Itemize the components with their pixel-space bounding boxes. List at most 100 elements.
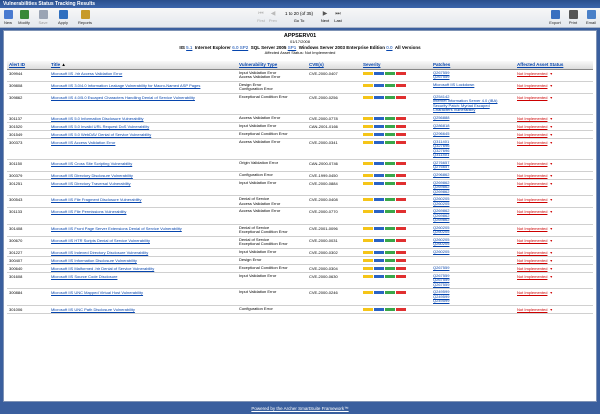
last-page-button[interactable]: ⏭ Last [332,10,344,23]
patch-link[interactable]: Q260205 [433,241,450,246]
col-patches[interactable]: Patches [431,61,515,70]
col-title[interactable]: Title ▲ [49,61,237,70]
chevron-down-icon[interactable]: ▼ [549,210,553,214]
table-row[interactable]: 300670 Microsoft IIS HTR Scripts Denial o… [7,236,593,249]
alert-title-link[interactable]: Microsoft IIS 5.0 Invalid URL Request Do… [51,123,150,129]
patch-link[interactable]: Q327696 [433,147,450,153]
app-version-link[interactable]: 0.0 [386,45,393,50]
table-row[interactable]: 309944 Microsoft IIS .htr Access Validati… [7,69,593,82]
status-link[interactable]: Not Implemented [517,123,548,129]
chevron-down-icon[interactable]: ▼ [549,226,553,231]
modify-button[interactable]: Modify [17,10,31,25]
status-link[interactable]: Not Implemented [517,172,548,178]
patch-link[interactable]: Q267559 [433,272,450,278]
chevron-down-icon[interactable]: ▼ [549,258,553,263]
alert-title-link[interactable]: Microsoft IIS HTR Scripts Denial of Serv… [51,237,150,243]
patch-link[interactable]: Q256888 [433,114,450,120]
alert-title-link[interactable]: Microsoft IIS UNC Path Disclosure Vulner… [51,306,135,312]
table-row[interactable]: 301251 Microsoft IIS Directory Traversal … [7,179,593,196]
status-link[interactable]: Not Implemented [517,94,548,100]
col-cve[interactable]: CVE(s) [307,61,361,70]
status-link[interactable]: Not Implemented [517,180,548,186]
status-link[interactable]: Not Implemented [517,237,548,243]
table-row[interactable]: 300407 Microsoft IIS Information Disclosu… [7,256,593,265]
patch-link[interactable]: Q276657 [433,164,450,169]
table-row[interactable]: 309808 Microsoft IIS 3.0/4.0 Information … [7,81,593,94]
chevron-down-icon[interactable]: ▼ [549,181,553,186]
table-row[interactable]: 301133 Microsoft IIS File Permissions Vul… [7,207,593,225]
status-link[interactable]: Not Implemented [517,209,548,214]
table-row[interactable]: 300884 Microsoft IIS UNC Mapped Virtual H… [7,288,593,306]
chevron-down-icon[interactable]: ▼ [549,95,553,100]
patch-link[interactable]: Q260205 [433,196,450,201]
patch-link[interactable]: Q296862 [433,171,450,177]
table-row[interactable]: 301608 Microsoft IIS Source Code Disclosu… [7,272,593,289]
table-row[interactable]: 300379 Microsoft IIS Directory Disclosure… [7,171,593,180]
col-status[interactable]: Affected Asset Status [515,61,593,70]
table-row[interactable]: 301549 Microsoft IIS 5.0 WebDAV Denial of… [7,130,593,139]
table-row[interactable]: 309862 Microsoft IIS 4.0/5.0 Escaped Char… [7,93,593,115]
patch-link[interactable]: Q276657 [433,159,450,165]
save-button[interactable]: Save [36,10,50,25]
table-row[interactable]: 301150 Microsoft IIS Cross Site Scripting… [7,159,593,172]
status-link[interactable]: Not Implemented [517,257,548,263]
patch-link[interactable]: Q267559 [433,281,450,287]
patch-link[interactable]: Q260205 [433,200,450,206]
patch-link[interactable]: Q267559 [433,69,450,75]
patch-link[interactable]: Q267559 [433,74,450,79]
alert-title-link[interactable]: Microsoft IIS Indexed Directory Disclosu… [51,249,149,255]
patch-link[interactable]: Q269862 [433,188,450,194]
col-alert-id[interactable]: Alert ID [7,61,49,70]
chevron-down-icon[interactable]: ▼ [549,238,553,243]
chevron-down-icon[interactable]: ▼ [549,266,553,271]
status-link[interactable]: Not Implemented [517,82,548,88]
alert-title-link[interactable]: Microsoft IIS File Permissions Vulnerabi… [51,209,127,214]
status-link[interactable]: Not Implemented [517,249,548,255]
chevron-down-icon[interactable]: ▼ [549,83,553,88]
app-version-link[interactable]: 6.0 SP2 [232,45,249,50]
new-button[interactable]: New [1,10,15,25]
chevron-down-icon[interactable]: ▼ [549,140,553,145]
app-version-link[interactable]: SP1 [287,45,297,50]
first-page-button[interactable]: ⏮ First [255,10,267,23]
table-row[interactable]: 301227 Microsoft IIS Indexed Directory Di… [7,248,593,257]
alert-title-link[interactable]: Microsoft IIS 4.0/5.0 Escaped Characters… [51,94,195,100]
status-link[interactable]: Not Implemented [517,265,548,271]
patch-link[interactable]: Q249599 [433,289,450,294]
prev-page-button[interactable]: ◀ Prev [268,11,278,23]
col-severity[interactable]: Severity [361,61,431,70]
patch-link[interactable]: Q311401 [433,152,450,157]
email-button[interactable]: Email [584,10,598,25]
table-row[interactable]: 300640 Microsoft IIS Malformed .htr Denia… [7,264,593,273]
chevron-down-icon[interactable]: ▼ [549,274,553,279]
table-row[interactable]: 301006 Microsoft IIS UNC Path Disclosure … [7,305,593,314]
patch-link[interactable]: Q269862 [433,184,450,189]
alert-title-link[interactable]: Microsoft IIS Information Disclosure Vul… [51,257,137,263]
status-link[interactable]: Not Implemented [517,139,548,145]
alert-title-link[interactable]: Microsoft IIS Directory Disclosure Vulne… [51,172,133,178]
patch-link[interactable]: Microsoft IIS Lockdown [433,81,475,87]
footer-link[interactable]: Powered by the Archer SmartSuite Framewo… [251,406,349,411]
status-link[interactable]: Not Implemented [517,197,548,202]
alert-title-link[interactable]: Microsoft IIS 5.0 Information Disclosure… [51,115,144,121]
alert-title-link[interactable]: Microsoft IIS 5.0 WebDAV Denial of Servi… [51,131,152,137]
alert-title-link[interactable]: Microsoft IIS File Fragment Disclosure V… [51,197,142,202]
patch-link[interactable]: Q327696 [433,143,450,148]
patch-link[interactable]: Q269862 [433,212,450,218]
go-to-link[interactable]: Go To [293,18,305,23]
patch-link[interactable]: Q296645 [433,130,450,136]
reports-button[interactable]: Reports [76,10,94,25]
status-link[interactable]: Not Implemented [517,306,548,312]
patch-link[interactable]: Q260205 [433,236,450,242]
alert-title-link[interactable]: Microsoft IIS Directory Traversal Vulner… [51,180,131,186]
chevron-down-icon[interactable]: ▼ [549,161,553,166]
table-row[interactable]: 300543 Microsoft IIS File Fragment Disclo… [7,195,593,208]
patch-link[interactable]: Q267559 [433,277,450,282]
chevron-down-icon[interactable]: ▼ [549,291,553,295]
alert-title-link[interactable]: Microsoft IIS Malformed .htr Denial of S… [51,265,155,271]
chevron-down-icon[interactable]: ▼ [549,307,553,312]
patch-link[interactable]: Q269862 [433,179,450,185]
status-link[interactable]: Not Implemented [517,115,548,121]
status-link[interactable]: Not Implemented [517,131,548,137]
status-link[interactable]: Not Implemented [517,273,548,279]
